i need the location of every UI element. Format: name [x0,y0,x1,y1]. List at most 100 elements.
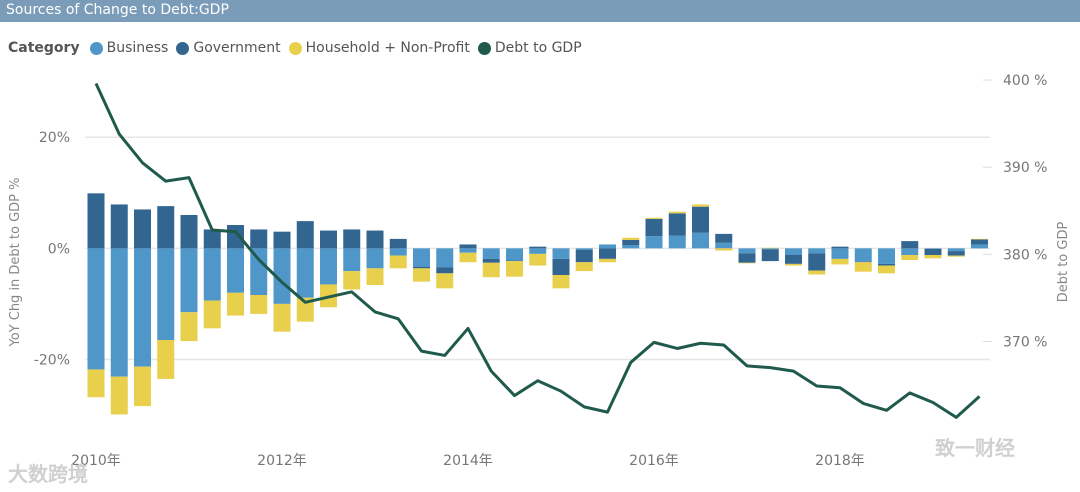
bar-business [761,248,779,250]
bar-government [808,253,826,271]
bar-government [668,213,686,236]
bar-household [157,340,175,379]
bar-business [529,248,547,254]
bar-household [808,270,826,275]
legend-item-household[interactable]: Household + Non-Profit [288,40,470,56]
legend-label: Business [106,40,169,56]
bar-government [645,218,663,237]
bar-business [622,245,640,249]
legend-item-debt-to-gdp[interactable]: Debt to GDP [477,40,582,56]
left-tick-label: -20% [34,352,70,368]
bar-business [971,244,988,249]
bar-business [878,248,895,264]
bar-business [320,248,337,285]
bar-government [343,229,361,249]
bar-government [273,231,291,249]
bar-household [250,295,268,314]
bar-government [831,246,849,249]
watermark-right: 致一财经 [935,436,1015,460]
bar-government [459,244,477,249]
bar-government [622,240,640,245]
bar-business [296,248,314,298]
bar-business [668,235,686,249]
left-tick-label: 20% [39,130,70,146]
chart-title: Sources of Change to Debt:GDP [6,2,229,18]
bar-business [273,248,291,304]
bar-household [692,204,709,207]
bar-household [389,255,407,269]
bar-household [785,263,802,266]
bar-household [482,262,500,278]
bar-government [599,248,616,259]
bar-government [389,238,407,249]
title-bar: Sources of Change to Debt:GDP [0,0,1080,22]
legend-dot-business [89,41,103,55]
legend-dot-debt-to-gdp [477,41,491,55]
bar-household [901,255,919,260]
bar-household [180,312,198,342]
legend-item-business[interactable]: Business [89,40,169,56]
bar-household [87,369,105,398]
legend-label: Household + Non-Profit [305,40,470,56]
bar-business [87,248,105,370]
bar-household [599,258,616,263]
bar-business [552,248,570,259]
bar-business [157,248,175,340]
bar-business [854,248,872,262]
x-tick-label: 2018年 [815,453,865,469]
bar-household [110,376,128,415]
bar-household [296,297,314,322]
bar-government [87,193,105,249]
bar-government [738,253,756,263]
bar-business [901,248,919,255]
bar-household [366,268,384,285]
bar-household [529,253,547,266]
bar-business [482,248,500,259]
left-tick-label: 0% [48,241,70,257]
bar-government [878,263,895,266]
bar-government [366,230,384,249]
legend-item-government[interactable]: Government [176,40,281,56]
bar-business [692,232,709,249]
bar-business [831,248,849,259]
bar-business [506,248,523,261]
bar-business [180,248,198,313]
bar-business [599,244,616,249]
bar-government [552,258,570,275]
bar-government [761,249,779,262]
bar-business [645,236,663,249]
bar-household [552,275,570,289]
x-tick-label: 2016年 [629,453,679,469]
bar-government [482,258,500,263]
bar-household [947,255,965,257]
bar-household [622,237,640,240]
bar-business [134,248,151,367]
x-tick-label: 2010年 [71,453,121,469]
bar-government [575,250,593,263]
bar-business [738,248,756,254]
bar-government [506,260,523,262]
bar-household [343,271,361,290]
bar-government [854,261,872,263]
bar-household [413,268,430,282]
bar-government [529,246,547,249]
bar-household [227,292,244,316]
bar-household [575,262,593,272]
bar-household [645,217,663,219]
bar-government [785,255,802,264]
bar-business [413,248,430,267]
bar-household [971,238,988,240]
bar-business [924,248,942,249]
right-tick-label: 400 % [1003,73,1047,89]
bar-household [924,255,942,259]
bar-government [901,241,919,249]
bar-business [785,248,802,255]
bar-household [761,247,779,249]
bar-household [738,262,756,264]
bar-business [250,248,268,295]
right-axis-title: Debt to GDP [1056,222,1071,303]
bar-government [250,229,268,249]
bar-household [878,265,895,274]
